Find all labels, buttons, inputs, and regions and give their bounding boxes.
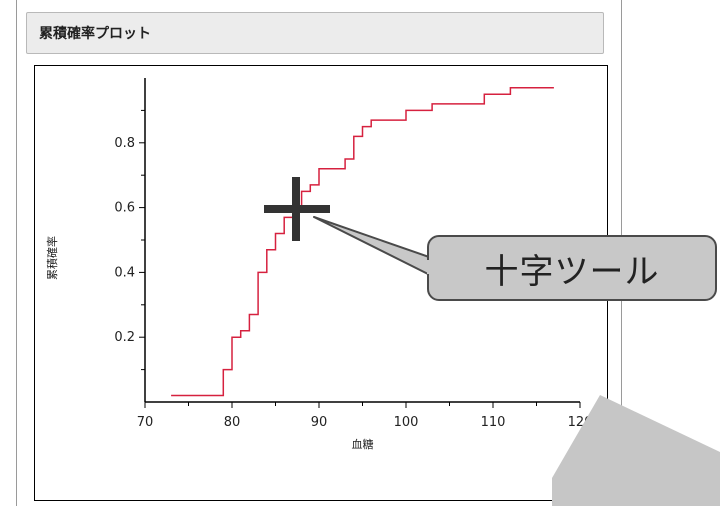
panel-header[interactable]: 累積確率プロット — [26, 12, 604, 54]
y-axis-label: 累積確率 — [45, 236, 59, 280]
y-tick-label: 0.4 — [114, 265, 135, 280]
x-tick-label: 110 — [481, 415, 506, 430]
x-axis-label: 血糖 — [352, 437, 374, 451]
callout-label: 十字ツール — [484, 251, 660, 292]
y-tick-label: 0.8 — [114, 136, 135, 151]
x-tick-label: 120 — [568, 415, 593, 430]
x-tick-group: 70 80 90 100 110 120 — [137, 402, 593, 430]
y-tick-label: 0.2 — [114, 330, 135, 345]
callout-bubble: 十字ツール — [427, 235, 717, 301]
x-tick-label: 100 — [394, 415, 419, 430]
y-tick-group: 0.2 0.4 0.6 0.8 — [114, 109, 145, 371]
panel-title: 累積確率プロット — [39, 26, 151, 42]
y-tick-label: 0.6 — [114, 201, 135, 216]
x-tick-label: 80 — [224, 415, 241, 430]
x-tick-label: 90 — [311, 415, 328, 430]
cumulative-step-line — [171, 86, 554, 397]
x-tick-label: 70 — [137, 415, 154, 430]
series-layer — [171, 86, 554, 397]
